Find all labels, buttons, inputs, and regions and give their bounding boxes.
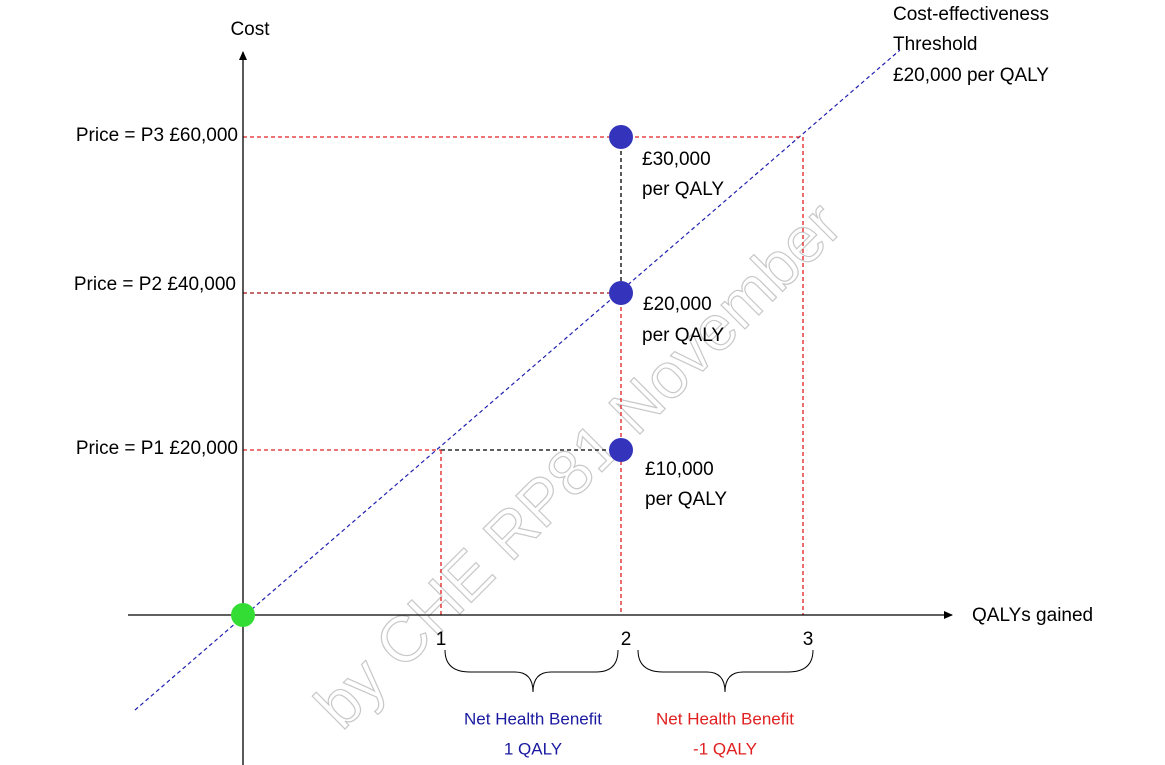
price-label: Price = P2 £40,000 bbox=[74, 274, 236, 295]
net-benefit-label: Net Health Benefit bbox=[464, 709, 602, 728]
watermark: by CHE RP81 November bbox=[301, 188, 855, 742]
x-tick-label: 1 bbox=[436, 629, 447, 650]
point-p2 bbox=[609, 281, 633, 305]
ratio-label: per QALY bbox=[642, 179, 724, 200]
y-axis-label: Cost bbox=[230, 19, 270, 40]
ratio-label: £30,000 bbox=[642, 149, 711, 170]
origin-point bbox=[231, 603, 255, 627]
price-label: Price = P1 £20,000 bbox=[76, 438, 238, 459]
brace-positive bbox=[444, 649, 619, 693]
price-label: Price = P3 £60,000 bbox=[76, 125, 238, 146]
net-benefit-label: Net Health Benefit bbox=[656, 709, 794, 728]
ratio-label: per QALY bbox=[642, 325, 724, 346]
x-tick-label: 3 bbox=[803, 629, 814, 650]
x-tick-label: 2 bbox=[621, 629, 632, 650]
net-benefit-label: 1 QALY bbox=[504, 739, 562, 758]
point-p1 bbox=[609, 438, 633, 462]
threshold-label: Threshold bbox=[893, 34, 978, 55]
brace-negative bbox=[637, 649, 814, 693]
ratio-label: £20,000 bbox=[643, 294, 712, 315]
ratio-label: £10,000 bbox=[645, 459, 714, 480]
net-benefit-label: -1 QALY bbox=[693, 739, 757, 758]
x-axis-label: QALYs gained bbox=[972, 605, 1093, 626]
threshold-label: Cost-effectiveness bbox=[893, 4, 1049, 25]
ratio-label: per QALY bbox=[645, 489, 727, 510]
point-p3 bbox=[609, 125, 633, 149]
threshold-label: £20,000 per QALY bbox=[893, 65, 1049, 86]
threshold-line bbox=[134, 49, 901, 711]
